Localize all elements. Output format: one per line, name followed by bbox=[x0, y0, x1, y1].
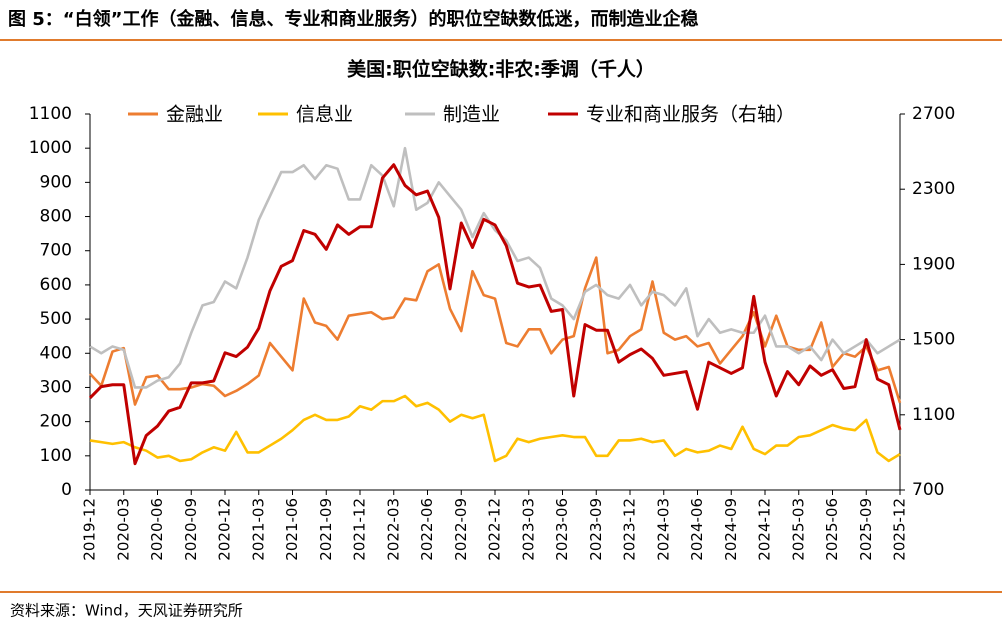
x-tick-label: 2020-12 bbox=[216, 498, 234, 561]
y2-tick-label: 1500 bbox=[912, 330, 955, 350]
chart-title: 美国:职位空缺数:非农:季调（千人） bbox=[347, 58, 655, 81]
x-tick-label: 2021-09 bbox=[317, 498, 335, 561]
y-tick-label: 700 bbox=[40, 241, 72, 261]
y-tick-label: 300 bbox=[40, 377, 72, 397]
y-tick-label: 500 bbox=[40, 309, 72, 329]
x-tick-label: 2021-12 bbox=[351, 498, 369, 561]
y-tick-label: 800 bbox=[40, 207, 72, 227]
x-tick-label: 2019-12 bbox=[81, 498, 99, 561]
x-tick-label: 2020-03 bbox=[114, 498, 132, 561]
series-line bbox=[89, 394, 901, 463]
x-tick-label: 2024-03 bbox=[654, 498, 672, 561]
legend-label: 专业和商业服务（右轴） bbox=[586, 104, 795, 126]
x-tick-label: 2020-06 bbox=[148, 498, 166, 561]
x-tick-label: 2025-03 bbox=[789, 498, 807, 561]
y-tick-label: 0 bbox=[61, 480, 72, 500]
y-tick-label: 1100 bbox=[29, 104, 72, 124]
x-tick-label: 2023-12 bbox=[621, 498, 639, 561]
x-tick-label: 2023-03 bbox=[519, 498, 537, 561]
x-tick-label: 2025-06 bbox=[823, 498, 841, 561]
x-tick-label: 2024-06 bbox=[688, 498, 706, 561]
x-tick-label: 2021-06 bbox=[283, 498, 301, 561]
x-tick-label: 2024-12 bbox=[756, 498, 774, 561]
y2-tick-label: 1900 bbox=[912, 254, 955, 274]
x-tick-label: 2023-06 bbox=[553, 498, 571, 561]
y2-tick-label: 700 bbox=[912, 480, 944, 500]
x-tick-label: 2023-09 bbox=[587, 498, 605, 561]
series-line bbox=[89, 256, 902, 406]
series-line bbox=[88, 163, 902, 466]
y-tick-label: 1000 bbox=[29, 138, 72, 158]
x-tick-label: 2024-09 bbox=[722, 498, 740, 561]
y-tick-label: 400 bbox=[40, 343, 72, 363]
x-tick-label: 2022-09 bbox=[452, 498, 470, 561]
y2-tick-label: 1100 bbox=[912, 405, 955, 425]
y-tick-label: 600 bbox=[40, 275, 72, 295]
legend-label: 金融业 bbox=[166, 104, 223, 126]
x-tick-label: 2022-06 bbox=[418, 498, 436, 561]
series-line bbox=[89, 146, 901, 389]
x-tick-label: 2025-12 bbox=[891, 498, 909, 561]
x-tick-label: 2025-09 bbox=[857, 498, 875, 561]
y2-tick-label: 2300 bbox=[912, 179, 955, 199]
source: 资料来源：Wind，天风证券研究所 bbox=[10, 602, 243, 620]
y-tick-label: 200 bbox=[40, 412, 72, 432]
figure-title: 图 5：“白领”工作（金融、信息、专业和商业服务）的职位空缺数低迷，而制造业企稳 bbox=[8, 8, 698, 30]
y-tick-label: 900 bbox=[40, 172, 72, 192]
x-tick-label: 2022-12 bbox=[486, 498, 504, 561]
legend-label: 制造业 bbox=[443, 104, 500, 126]
y2-tick-label: 2700 bbox=[912, 104, 955, 124]
x-tick-label: 2020-09 bbox=[182, 498, 200, 561]
x-tick-label: 2022-03 bbox=[384, 498, 402, 561]
y-tick-label: 100 bbox=[40, 446, 72, 466]
legend-label: 信息业 bbox=[296, 104, 353, 126]
x-tick-label: 2021-03 bbox=[249, 498, 267, 561]
